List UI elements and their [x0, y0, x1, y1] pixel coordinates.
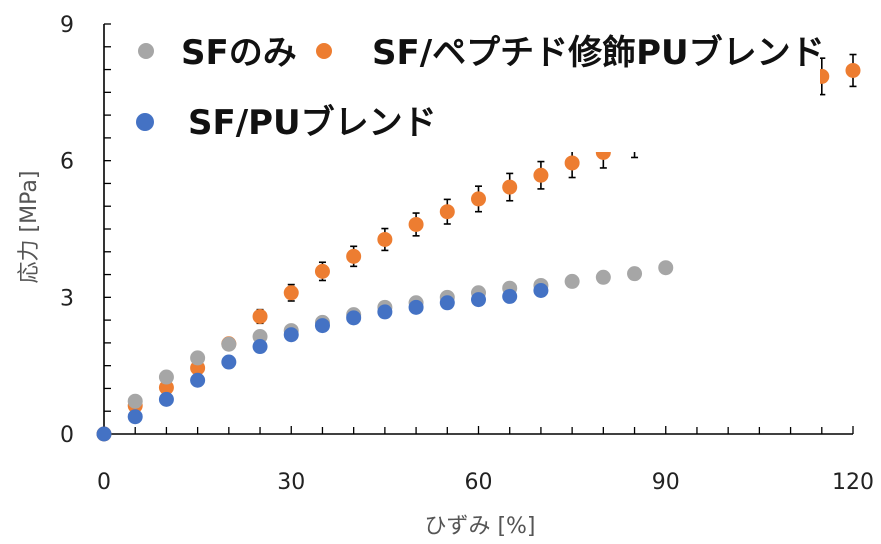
data-point — [439, 204, 455, 220]
legend-label-sf-pu: SF/PUブレンド — [188, 103, 437, 143]
x-axis-title: ひずみ [%] — [424, 514, 535, 539]
data-point — [252, 339, 268, 355]
data-point — [627, 266, 643, 282]
legend-marker-sf-peptide-pu — [316, 43, 332, 59]
data-point — [127, 409, 143, 425]
data-point — [502, 179, 518, 195]
data-point — [533, 167, 549, 183]
data-point — [658, 260, 674, 276]
y-tick-label: 0 — [60, 423, 74, 448]
data-point — [845, 62, 861, 78]
data-point — [377, 231, 393, 247]
data-point — [158, 369, 174, 385]
data-point — [408, 299, 424, 315]
data-point — [127, 393, 143, 409]
legend: SFのみ SF/ペプチド修飾PUブレンド SF/PUブレンド — [132, 28, 825, 152]
y-axis-title: 応力 [MPa] — [17, 171, 42, 284]
data-point — [221, 354, 237, 370]
tick-labels: 0 30 60 90 120 0 3 6 9 — [60, 13, 874, 495]
data-point — [314, 263, 330, 279]
x-tick-label: 30 — [277, 470, 305, 495]
data-point — [471, 292, 486, 308]
data-point — [283, 285, 299, 301]
x-tick-label: 60 — [465, 470, 493, 495]
data-point — [190, 372, 206, 388]
x-tick-label: 120 — [832, 470, 874, 495]
x-tick-label: 90 — [652, 470, 680, 495]
legend-marker-sf-pu — [136, 113, 154, 131]
data-point — [595, 269, 611, 285]
data-points — [96, 62, 861, 442]
data-point — [96, 426, 112, 442]
data-point — [564, 155, 580, 171]
y-tick-label: 9 — [60, 13, 74, 38]
x-tick-label: 0 — [97, 470, 111, 495]
legend-label-sf-only: SFのみ — [181, 33, 297, 73]
data-point — [533, 283, 549, 298]
legend-label-sf-peptide-pu: SF/ペプチド修飾PUブレンド — [372, 33, 825, 73]
data-point — [346, 248, 362, 264]
data-point — [314, 318, 330, 334]
data-point — [502, 288, 518, 304]
y-tick-label: 6 — [60, 150, 74, 175]
data-point — [283, 327, 299, 343]
data-point — [377, 304, 393, 320]
data-point — [439, 295, 455, 311]
axes — [103, 23, 854, 435]
data-point — [408, 216, 424, 232]
data-point — [221, 336, 237, 352]
data-point — [158, 391, 174, 407]
data-point — [564, 273, 580, 289]
y-tick-label: 3 — [60, 286, 74, 311]
data-point — [190, 350, 206, 366]
data-point — [158, 380, 174, 396]
legend-marker-sf-only — [138, 43, 154, 59]
data-point — [252, 308, 268, 324]
data-point — [471, 191, 486, 207]
legend-background — [132, 28, 820, 152]
data-point — [346, 310, 362, 326]
